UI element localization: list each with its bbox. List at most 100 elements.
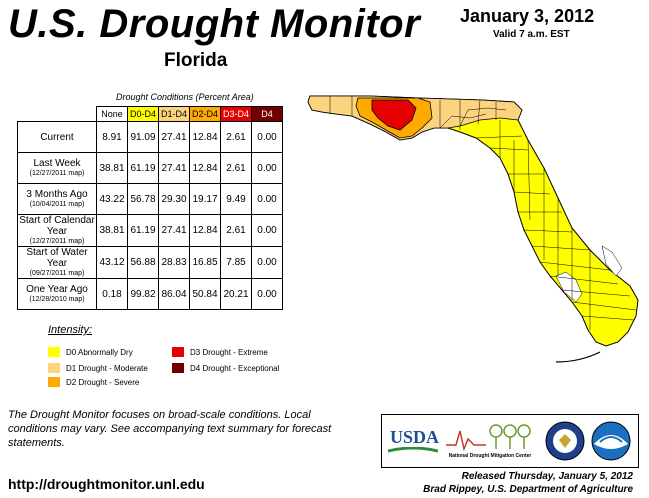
table-cell: 2.61 [220,214,252,247]
ndmc-logo-icon [446,424,531,452]
table-cell: 16.85 [189,246,221,279]
author: Brad Rippey, U.S. Department of Agricult… [423,484,633,495]
legend-item-d0: D0 Abnormally Dry [48,347,133,357]
logos-box: USDA National Drought Mitigation Center [381,414,639,468]
column-none: None [96,106,128,122]
table-cell: 0.00 [251,278,283,310]
table-cell: 20.21 [220,278,252,310]
no-drought-se [601,245,623,277]
table-cell: 7.85 [220,246,252,279]
table-cell: 61.19 [127,152,159,184]
legend-swatch [48,347,60,357]
website-link[interactable]: http://droughtmonitor.unl.edu [8,476,205,492]
table-row: 3 Months Ago (10/04/2011 map) 43.22 56.78… [17,183,283,215]
column-d4: D4 [251,106,283,122]
table-cell: 99.82 [127,278,159,310]
table-cell: 29.30 [158,183,190,215]
legend-label: D2 Drought - Severe [66,377,140,387]
column-d2-d4: D2-D4 [189,106,221,122]
table-row: Last Week (12/27/2011 map) 38.81 61.19 27… [17,152,283,184]
table-header-row: None D0-D4 D1-D4 D2-D4 D3-D4 D4 [18,106,283,122]
page-title: U.S. Drought Monitor [8,2,421,46]
table-cell: 38.81 [96,214,128,247]
table-cell: 50.84 [189,278,221,310]
legend-item-d1: D1 Drought - Moderate [48,363,148,373]
legend-swatch [48,377,60,387]
table-caption: Drought Conditions (Percent Area) [116,92,254,102]
table-cell: 0.00 [251,183,283,215]
table-cell: 91.09 [127,121,159,153]
usda-logo: USDA [390,427,440,447]
column-d3-d4: D3-D4 [220,106,252,122]
table-cell: 38.81 [96,152,128,184]
table-cell: 0.00 [251,246,283,279]
row-subtitle: (09/27/2011 map) [29,270,85,277]
county-lines [329,96,637,330]
table-row: Start of Water Year (09/27/2011 map) 43.1… [17,246,283,279]
table-cell: 12.84 [189,214,221,247]
table-cell: 9.49 [220,183,252,215]
valid-time: Valid 7 a.m. EST [493,29,570,40]
row-label: Last Week (12/27/2011 map) [17,152,97,184]
legend-label: D1 Drought - Moderate [66,363,148,373]
table-corner [18,107,97,122]
row-title: 3 Months Ago [26,189,88,200]
row-title: Current [40,131,74,143]
legend-label: D0 Abnormally Dry [66,347,133,357]
row-label: Start of Water Year (09/27/2011 map) [17,246,97,279]
legend-swatch [172,363,184,373]
table-cell: 8.91 [96,121,128,153]
table-cell: 12.84 [189,152,221,184]
table-cell: 0.00 [251,152,283,184]
no-drought-sw [555,271,583,303]
legend-title: Intensity: [48,324,93,336]
row-label: Start of Calendar Year (12/27/2011 map) [17,214,97,247]
column-d1-d4: D1-D4 [158,106,190,122]
release-date: Released Thursday, January 5, 2012 [461,471,633,482]
d3-area [371,99,417,131]
ndmc-logo-text: National Drought Mitigation Center [448,453,532,459]
legend-item-d4: D4 Drought - Exceptional [172,363,279,373]
row-title: Last Week [33,158,81,169]
table-cell: 86.04 [158,278,190,310]
legend-swatch [48,363,60,373]
florida-keys [555,351,601,363]
drought-conditions-table: None D0-D4 D1-D4 D2-D4 D3-D4 D4 Current … [17,106,283,310]
row-subtitle: (12/27/2011 map) [29,238,85,245]
map-date: January 3, 2012 [460,6,595,26]
usda-logo-swoosh [388,447,438,453]
column-d0-d4: D0-D4 [127,106,159,122]
table-cell: 27.41 [158,152,190,184]
table-cell: 61.19 [127,214,159,247]
row-subtitle: (12/28/2010 map) [29,296,85,303]
region-title: Florida [164,50,228,71]
legend-item-d3: D3 Drought - Extreme [172,347,268,357]
doc-seal-icon [545,421,585,461]
table-cell: 43.12 [96,246,128,279]
table-cell: 19.17 [189,183,221,215]
legend-swatch [172,347,184,357]
table-cell: 2.61 [220,152,252,184]
table-cell: 2.61 [220,121,252,153]
table-cell: 0.18 [96,278,128,310]
florida-drought-map [307,95,639,363]
row-title: One Year Ago [26,284,88,295]
table-row: One Year Ago (12/28/2010 map) 0.18 99.82 … [17,278,283,310]
legend-item-d2: D2 Drought - Severe [48,377,139,387]
footnote: The Drought Monitor focuses on broad-sca… [8,409,332,449]
florida-state-d0 [307,95,639,347]
row-title: Start of Water Year [26,247,88,269]
table-row: Current 8.91 91.09 27.41 12.84 2.61 0.00 [17,121,283,153]
row-label: Current [17,121,97,153]
table-cell: 0.00 [251,214,283,247]
row-title: Start of Calendar Year [19,215,95,237]
legend-label: D4 Drought - Exceptional [190,363,280,373]
table-cell: 27.41 [158,214,190,247]
table-cell: 27.41 [158,121,190,153]
row-label: One Year Ago (12/28/2010 map) [17,278,97,310]
row-subtitle: (10/04/2011 map) [29,201,85,208]
table-cell: 0.00 [251,121,283,153]
table-cell: 56.88 [127,246,159,279]
table-cell: 43.22 [96,183,128,215]
release-info: Released Thursday, January 5, 2012 Brad … [420,470,633,496]
